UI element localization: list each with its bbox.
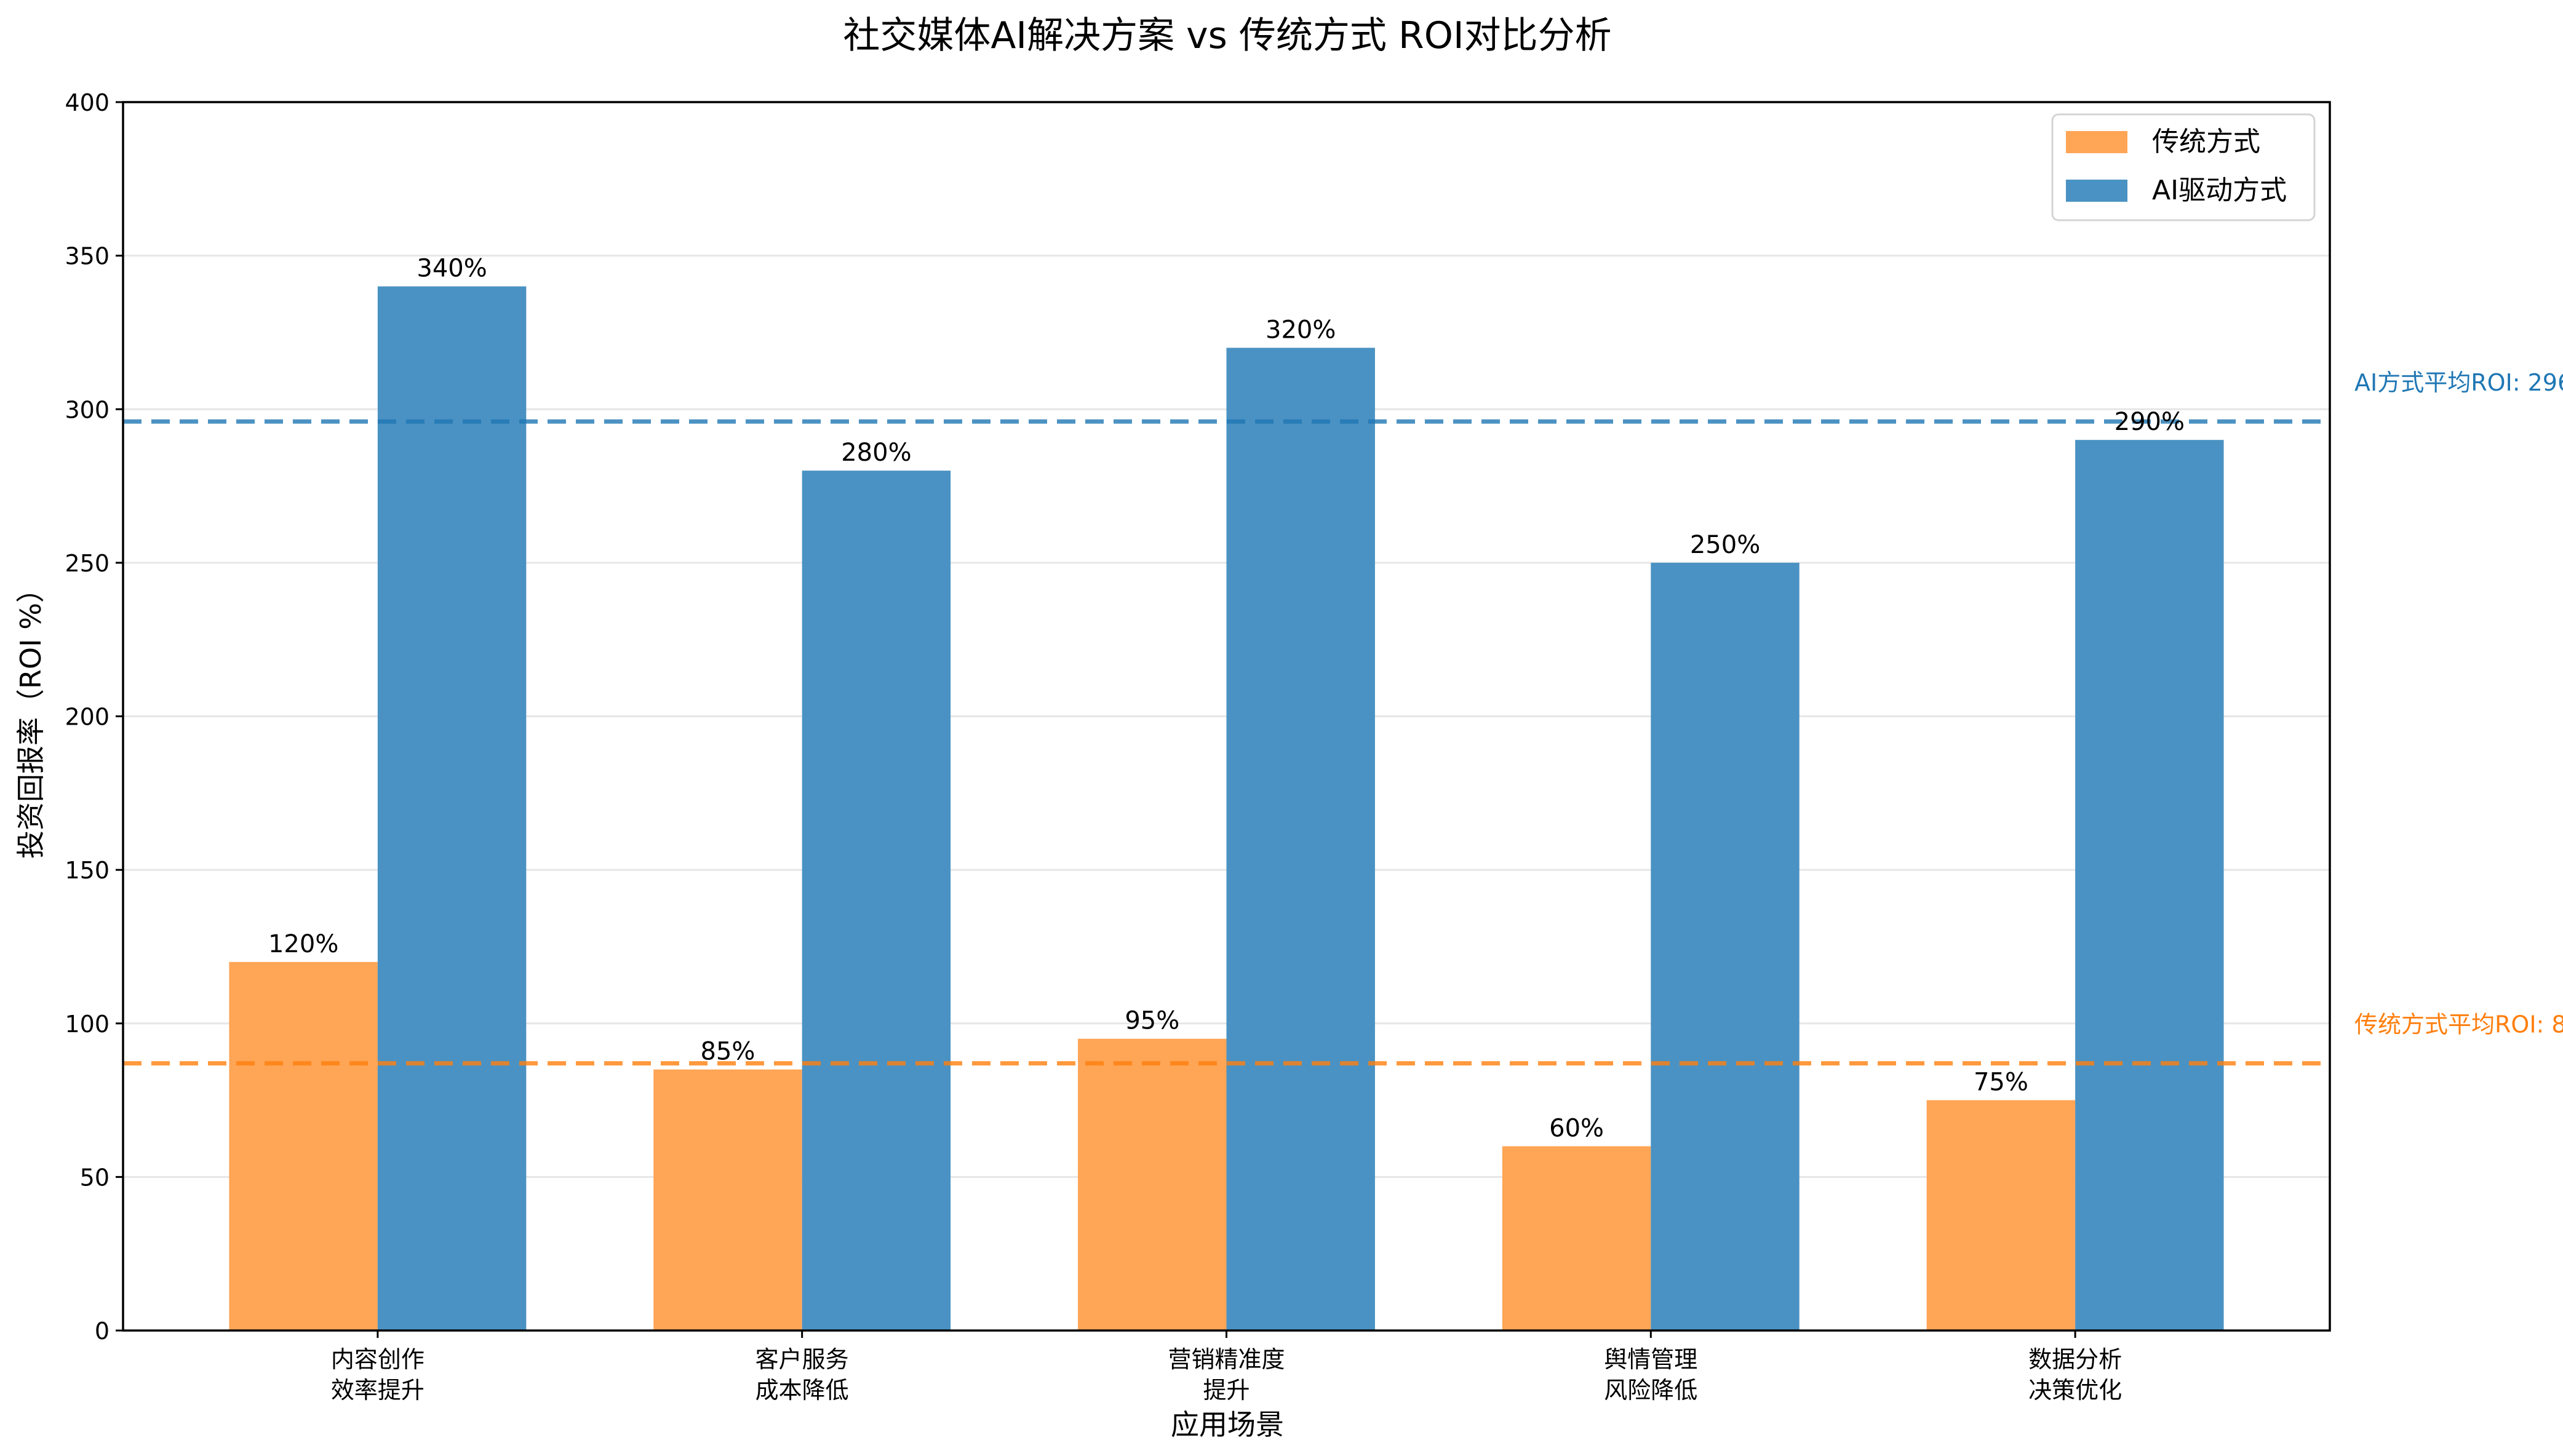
average-line-label: AI方式平均ROI: 296%	[2354, 369, 2563, 396]
y-tick-label: 250	[65, 550, 110, 577]
legend-label-traditional: 传统方式	[2152, 126, 2260, 157]
x-tick-label: 内容创作	[331, 1346, 425, 1373]
legend-swatch-ai	[2066, 180, 2127, 202]
legend-label-ai: AI驱动方式	[2152, 175, 2287, 206]
y-tick-label: 0	[95, 1318, 110, 1345]
legend: 传统方式 AI驱动方式	[2051, 113, 2316, 221]
y-tick-label: 300	[65, 396, 110, 423]
data-label: 290%	[2115, 408, 2185, 436]
y-axis-label: 投资回报率（ROI %）	[14, 575, 47, 859]
y-tick-label: 200	[65, 704, 110, 731]
bar-ai	[802, 471, 951, 1331]
y-tick-label: 100	[65, 1011, 110, 1038]
bar-traditional	[1926, 1100, 2076, 1331]
x-tick-label: 数据分析	[2028, 1346, 2122, 1373]
bar-ai	[1226, 348, 1375, 1331]
data-label: 250%	[1690, 531, 1760, 559]
x-tick-label: 舆情管理	[1604, 1346, 1697, 1373]
bar-ai	[1651, 562, 1800, 1331]
data-label: 75%	[1974, 1068, 2028, 1097]
x-tick-label: 成本降低	[755, 1377, 849, 1404]
data-label: 95%	[1125, 1007, 1179, 1035]
y-tick-label: 150	[65, 857, 110, 884]
x-tick-label: 决策优化	[2028, 1377, 2122, 1404]
data-label: 340%	[417, 255, 487, 283]
bar-ai	[2075, 440, 2224, 1331]
bar-ai	[377, 286, 527, 1331]
average-line-label: 传统方式平均ROI: 87%	[2354, 1011, 2563, 1038]
bar-traditional	[1502, 1146, 1651, 1331]
bar-traditional	[653, 1069, 802, 1331]
data-label: 320%	[1266, 316, 1336, 344]
x-tick-label: 效率提升	[331, 1377, 425, 1404]
data-label: 85%	[701, 1038, 755, 1066]
data-label: 60%	[1549, 1114, 1604, 1142]
y-tick-label: 400	[65, 89, 110, 116]
data-label: 280%	[841, 439, 911, 467]
legend-swatch-traditional	[2066, 131, 2127, 153]
bar-traditional	[229, 961, 378, 1331]
x-axis-label: 应用场景	[1171, 1408, 1284, 1441]
y-tick-label: 50	[80, 1164, 110, 1191]
x-tick-label: 营销精准度	[1168, 1346, 1285, 1373]
chart-title: 社交媒体AI解决方案 vs 传统方式 ROI对比分析	[843, 14, 1611, 57]
data-label: 120%	[268, 930, 338, 958]
x-tick-label: 提升	[1203, 1377, 1250, 1404]
x-tick-label: 客户服务	[755, 1346, 849, 1373]
bar-traditional	[1078, 1038, 1227, 1331]
y-tick-label: 350	[65, 243, 110, 270]
x-tick-label: 风险降低	[1604, 1377, 1697, 1404]
